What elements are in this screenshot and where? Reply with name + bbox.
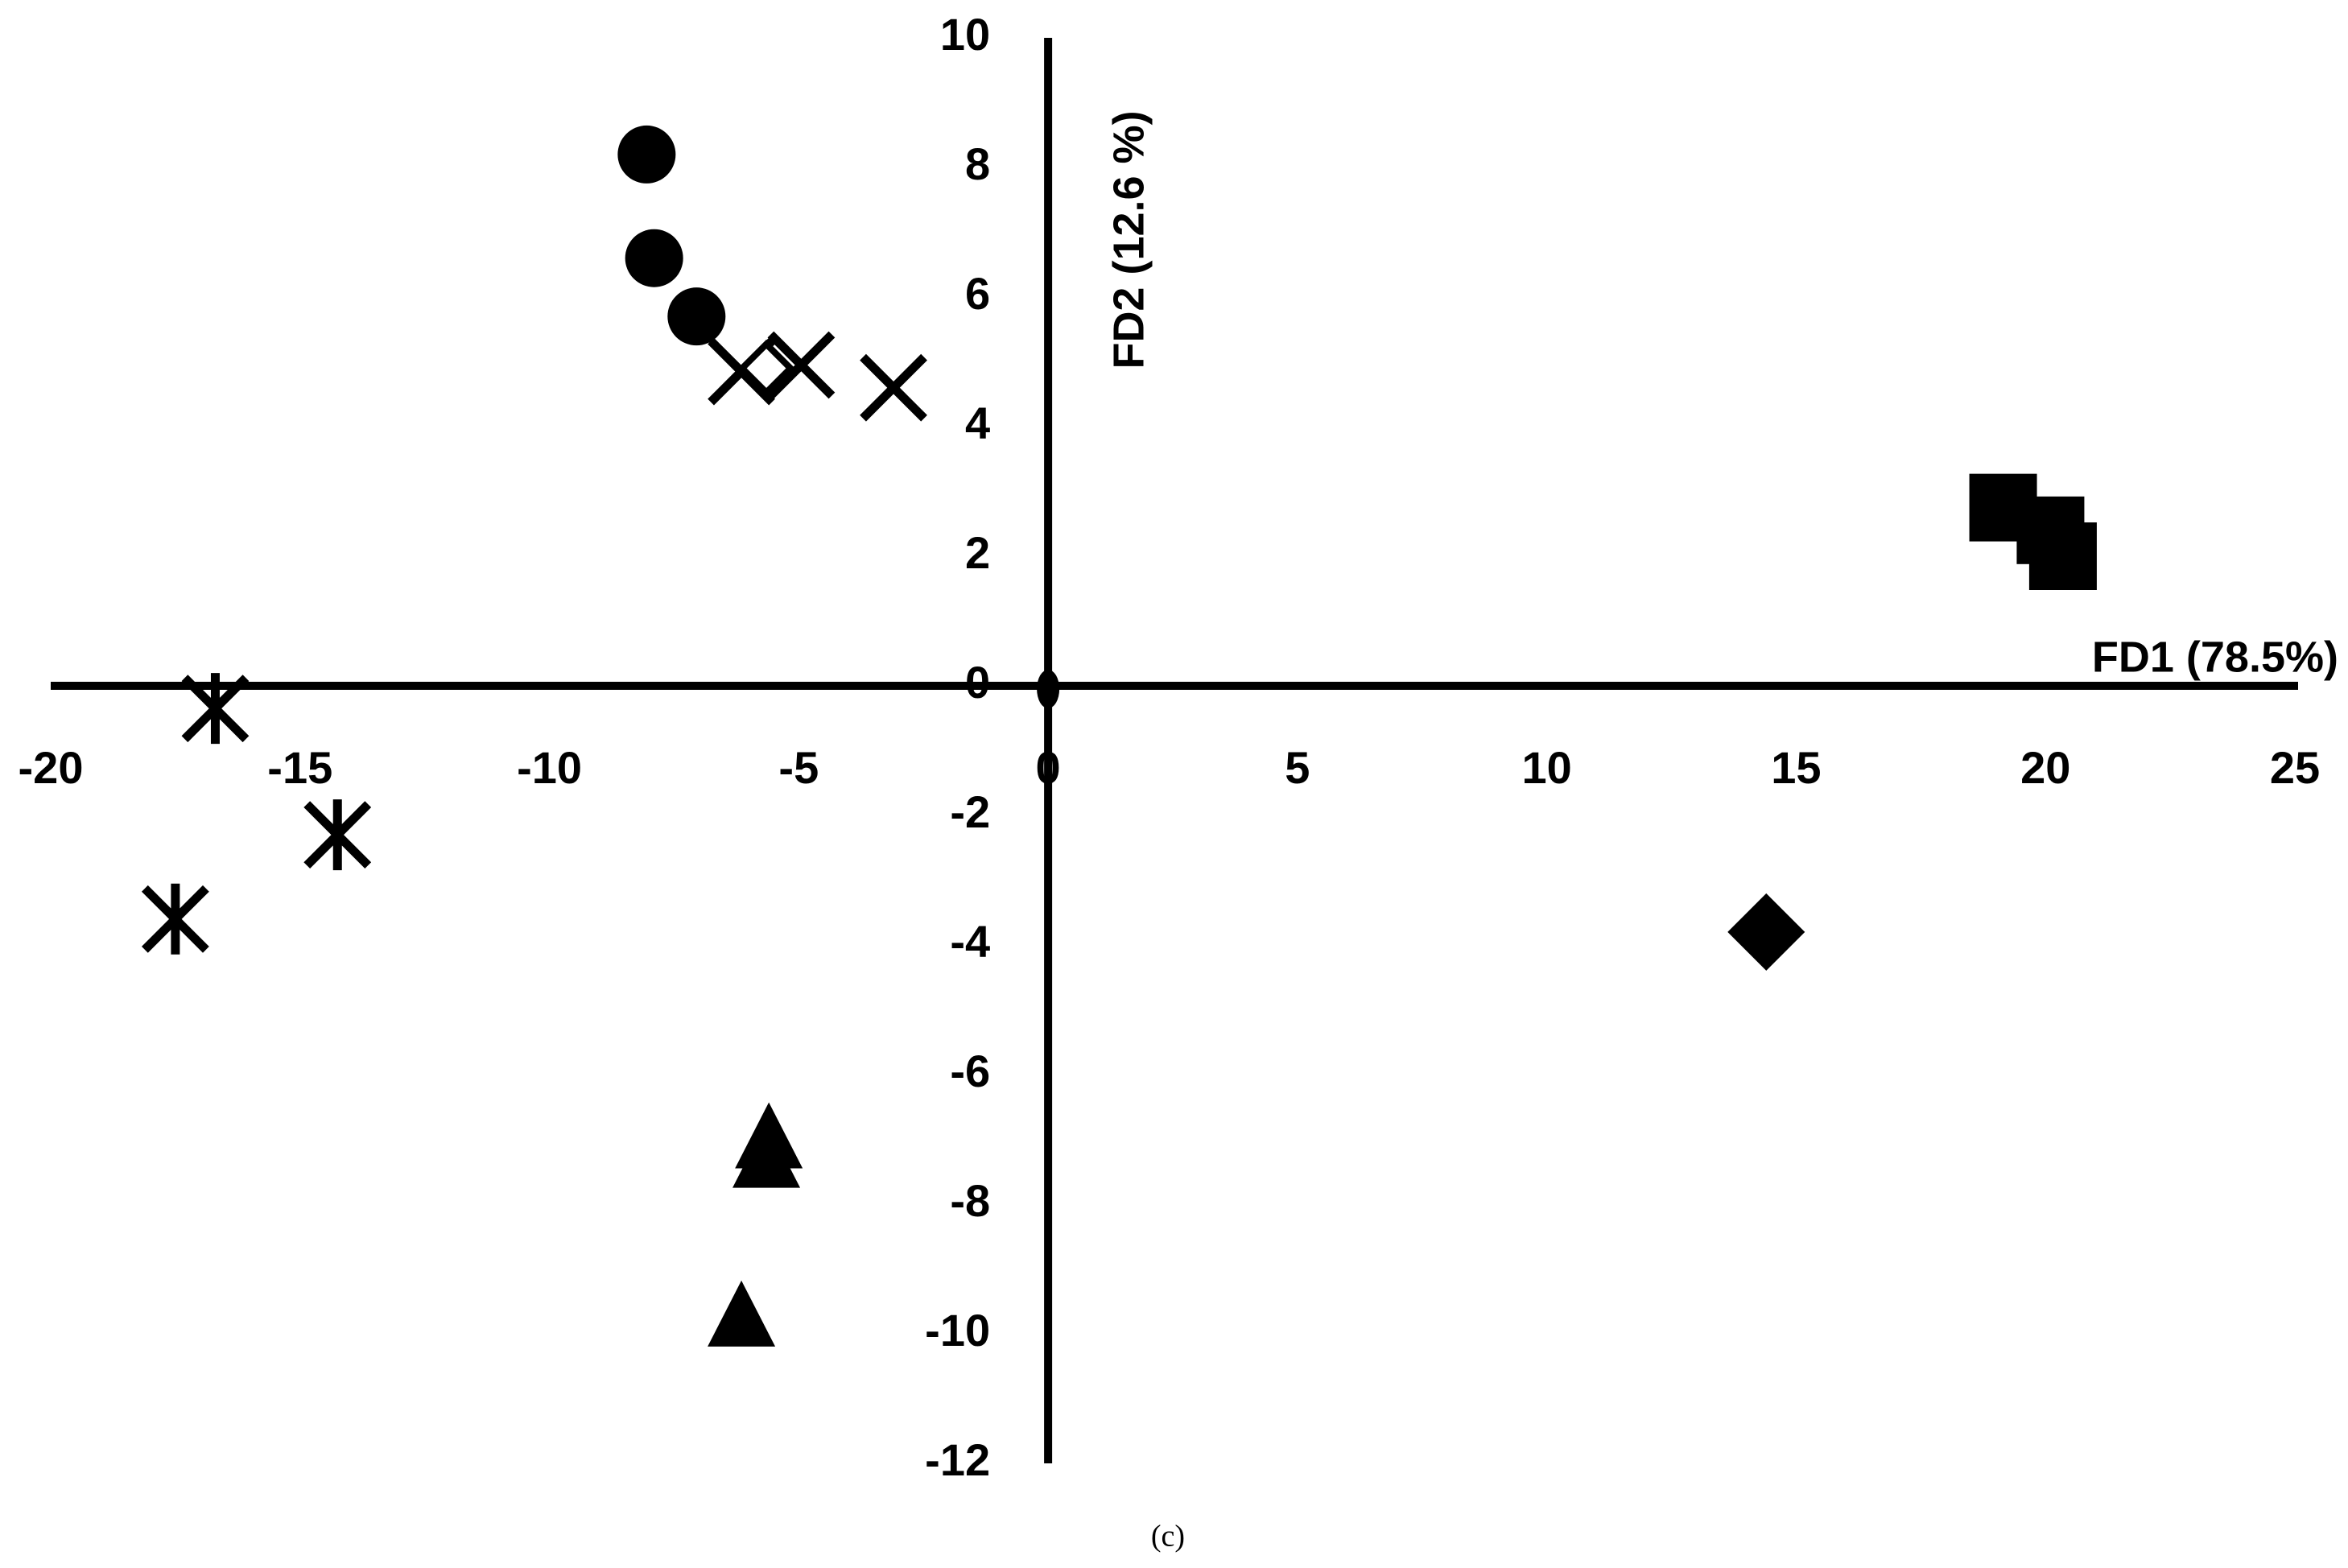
point bbox=[767, 331, 836, 399]
y-tick-label: -12 bbox=[925, 1434, 990, 1485]
point bbox=[667, 287, 726, 346]
y-tick-label: -10 bbox=[925, 1305, 990, 1355]
y-tick-label: -2 bbox=[950, 786, 990, 837]
x-tick-label: 5 bbox=[1285, 742, 1310, 793]
point bbox=[617, 125, 676, 184]
x-tick-label: 0 bbox=[1036, 742, 1061, 793]
x-tick-label: 15 bbox=[1771, 742, 1821, 793]
y-tick-label: 4 bbox=[965, 398, 990, 448]
y-tick-label: -8 bbox=[950, 1175, 990, 1226]
point bbox=[2028, 522, 2097, 590]
y-tick-label: 8 bbox=[965, 138, 990, 189]
x-tick-label: -10 bbox=[517, 742, 582, 793]
y-tick-label: -4 bbox=[950, 916, 990, 967]
point bbox=[303, 799, 372, 871]
point bbox=[181, 673, 250, 745]
point bbox=[141, 883, 209, 955]
point bbox=[1727, 893, 1805, 971]
y-tick-label: 2 bbox=[965, 527, 990, 578]
point bbox=[737, 339, 795, 398]
x-tick-label: 25 bbox=[2270, 742, 2320, 793]
point bbox=[860, 353, 927, 422]
x-tick-label: -15 bbox=[267, 742, 332, 793]
point bbox=[732, 1121, 801, 1188]
x-tick-label: -5 bbox=[778, 742, 819, 793]
x-tick-label: -20 bbox=[19, 742, 84, 793]
y-axis-title: FD2 (12.6 %) bbox=[1104, 110, 1153, 369]
y-tick-label: 10 bbox=[940, 9, 990, 60]
y-tick-label: -6 bbox=[950, 1046, 990, 1096]
x-tick-label: 20 bbox=[2020, 742, 2070, 793]
point bbox=[708, 1280, 776, 1347]
x-axis-title: FD1 (78.5%) bbox=[2092, 633, 2338, 681]
x-tick-label: 10 bbox=[1522, 742, 1572, 793]
y-tick-label: 0 bbox=[965, 657, 990, 708]
y-tick-label: 6 bbox=[965, 268, 990, 319]
point bbox=[1037, 670, 1060, 708]
caption: (c) bbox=[1151, 1520, 1185, 1554]
point bbox=[625, 229, 683, 287]
